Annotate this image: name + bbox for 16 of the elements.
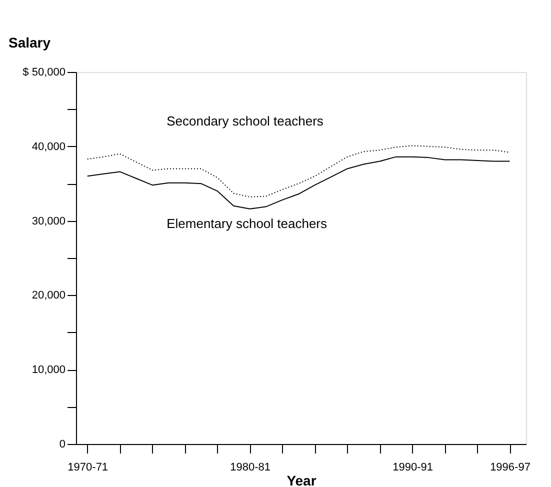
y-tick-label: 10,000 [32, 364, 66, 376]
y-tick-label: $ 50,000 [22, 66, 66, 78]
line-series [86, 156, 510, 210]
series-label: Elementary school teachers [166, 216, 328, 231]
x-tick-label: 1990-91 [392, 462, 433, 474]
x-tick-label: 1970-71 [68, 462, 108, 474]
y-tick-label: 20,000 [32, 290, 66, 302]
y-axis-title: Salary [8, 34, 51, 50]
x-tick-label: 1980-81 [230, 462, 271, 474]
x-axis-title: Year [286, 472, 317, 487]
y-tick-label: 40,000 [32, 140, 66, 153]
x-tick-label: 1996-97 [490, 462, 530, 474]
text: Secondary school teachers [166, 114, 324, 129]
line-series [86, 145, 510, 198]
y-tick-label: 30,000 [32, 215, 66, 228]
y-tick-label: 0 [59, 438, 66, 450]
